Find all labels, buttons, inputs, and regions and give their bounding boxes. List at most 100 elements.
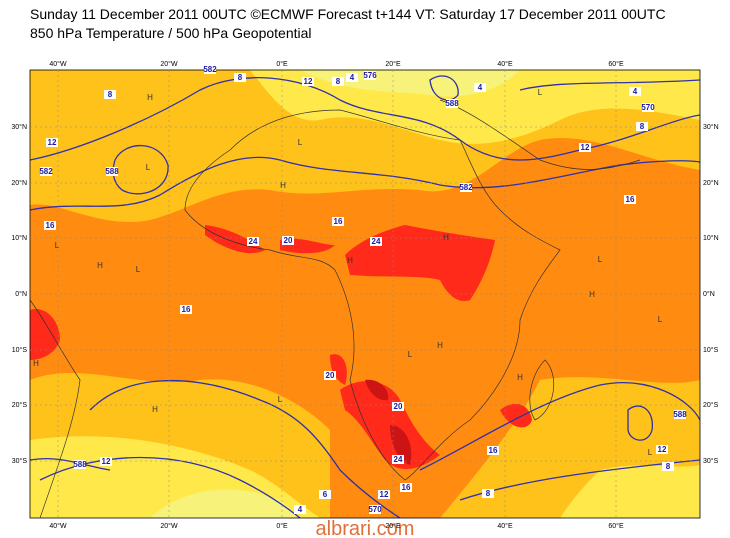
contour-label: 8 <box>108 90 113 99</box>
contour-label: 8 <box>238 73 243 82</box>
contour-label-bg <box>234 73 246 82</box>
contour-label-bg <box>346 73 358 82</box>
contour-label: 588 <box>673 410 687 419</box>
contour-label: 582 <box>203 65 217 74</box>
pressure-marker: H <box>443 233 449 242</box>
pressure-marker: L <box>658 315 663 324</box>
lat-label-right: 10°S <box>703 346 719 354</box>
lon-label-top: 40°W <box>49 60 67 68</box>
pressure-marker: L <box>598 255 603 264</box>
lat-label-left: 0°N <box>15 290 27 298</box>
pressure-marker: H <box>347 256 353 265</box>
contour-label-bg <box>392 455 404 464</box>
contour-label-bg <box>460 183 472 192</box>
pressure-marker: L <box>538 88 543 97</box>
contour-label: 8 <box>336 77 341 86</box>
contour-label: 12 <box>581 143 590 152</box>
title-line-1: Sunday 11 December 2011 00UTC ©ECMWF For… <box>30 6 666 22</box>
pressure-marker: H <box>33 359 39 368</box>
contour-label-bg <box>106 167 118 176</box>
contour-label-bg <box>46 138 58 147</box>
watermark: albrari.com <box>316 518 415 538</box>
contour-label: 582 <box>39 167 53 176</box>
contour-label: 4 <box>350 73 355 82</box>
contour-label-bg <box>319 490 331 499</box>
contour-label-bg <box>44 221 56 230</box>
lon-label-top: 20°E <box>385 60 401 68</box>
lon-label-top: 60°E <box>608 60 624 68</box>
contour-label: 576 <box>363 71 377 80</box>
contour-label: 588 <box>105 167 119 176</box>
contour-label-bg <box>624 195 636 204</box>
lon-label-bottom: 20°W <box>160 522 178 530</box>
lat-label-left: 10°N <box>11 234 27 242</box>
contour-label: 582 <box>459 183 473 192</box>
contour-label: 24 <box>249 237 258 246</box>
lat-label-left: 30°N <box>11 123 27 131</box>
contour-label: 6 <box>323 490 328 499</box>
contour-label: 12 <box>102 457 111 466</box>
pressure-marker: H <box>517 373 523 382</box>
lon-label-bottom: 0°E <box>276 522 288 530</box>
contour-label: 20 <box>284 236 293 245</box>
contour-label: 588 <box>73 460 87 469</box>
pressure-marker: H <box>589 290 595 299</box>
contour-label-bg <box>662 462 674 471</box>
contour-label: 4 <box>298 505 303 514</box>
contour-label: 570 <box>368 505 382 514</box>
contour-label: 16 <box>626 195 635 204</box>
contour-label-bg <box>674 410 686 419</box>
contour-label-bg <box>247 237 259 246</box>
contour-label-bg <box>446 99 458 108</box>
contour-label: 8 <box>640 122 645 131</box>
lat-label-left: 10°S <box>12 346 28 354</box>
pressure-marker: L <box>298 138 303 147</box>
pressure-marker: H <box>147 93 153 102</box>
contour-label-bg <box>100 457 112 466</box>
contour-label: 8 <box>666 462 671 471</box>
lat-label-right: 0°N <box>703 290 715 298</box>
contour-label: 12 <box>304 77 313 86</box>
contour-label-bg <box>642 103 654 112</box>
contour-label-bg <box>629 87 641 96</box>
pressure-marker: H <box>280 181 286 190</box>
lat-label-right: 30°N <box>703 123 719 131</box>
pressure-marker: L <box>146 163 151 172</box>
lat-label-left: 30°S <box>12 457 28 465</box>
contour-label: 20 <box>326 371 335 380</box>
contour-label-bg <box>579 143 591 152</box>
contour-label: 24 <box>394 455 403 464</box>
contour-label-bg <box>74 460 86 469</box>
pressure-marker: H <box>97 261 103 270</box>
pressure-marker: L <box>648 448 653 457</box>
contour-label: 16 <box>46 221 55 230</box>
contour-label-bg <box>294 505 306 514</box>
contour-label-bg <box>40 167 52 176</box>
contour-label: 588 <box>445 99 459 108</box>
contour-label-bg <box>369 505 381 514</box>
contour-label-bg <box>656 445 668 454</box>
contour-label-bg <box>282 236 294 245</box>
lon-label-top: 0°E <box>276 60 288 68</box>
contour-label-bg <box>370 237 382 246</box>
lat-label-right: 20°N <box>703 179 719 187</box>
contour-label-bg <box>302 77 314 86</box>
contour-label-bg <box>636 122 648 131</box>
lon-label-bottom: 40°E <box>497 522 513 530</box>
contour-label-bg <box>487 446 499 455</box>
contour-label-bg <box>324 371 336 380</box>
lon-label-bottom: 20°E <box>385 522 401 530</box>
contour-label: 24 <box>372 237 381 246</box>
contour-label: 16 <box>402 483 411 492</box>
contour-label: 12 <box>380 490 389 499</box>
contour-label-bg <box>474 83 486 92</box>
contour-label: 12 <box>48 138 57 147</box>
lon-label-top: 20°W <box>160 60 178 68</box>
contour-label-bg <box>482 489 494 498</box>
contour-label: 8 <box>486 489 491 498</box>
contour-label-bg <box>378 490 390 499</box>
lat-label-right: 20°S <box>703 401 719 409</box>
pressure-marker: H <box>152 405 158 414</box>
lat-label-right: 30°S <box>703 457 719 465</box>
